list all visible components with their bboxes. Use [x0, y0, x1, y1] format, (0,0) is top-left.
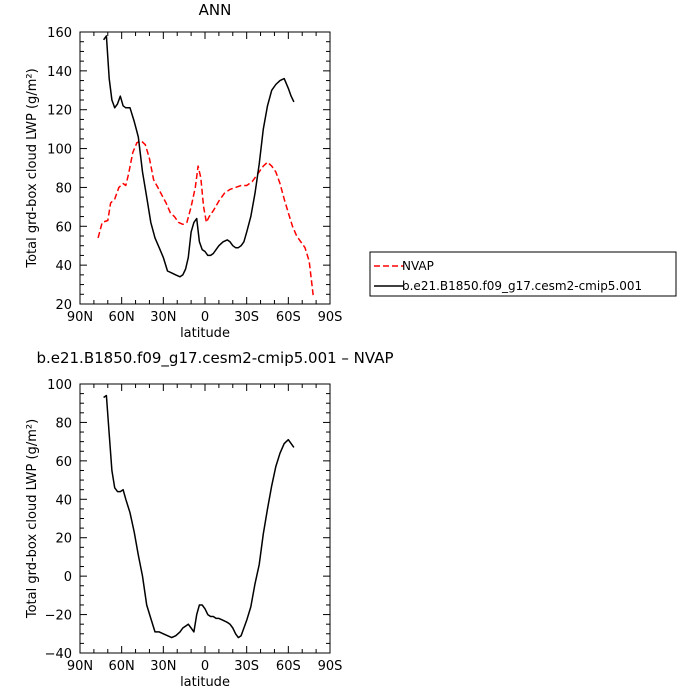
x-tick-label: 60S [276, 310, 301, 325]
y-tick-label: 0 [64, 570, 72, 585]
chart-panel-1: ANN 90N 60N 30N 0 30S 60S 90S latitude 20 40 60 80 10… [25, 1, 677, 341]
x-tick-label: 60N [109, 659, 135, 674]
x-tick-label: 30N [150, 310, 176, 325]
series-line-b-e21-b1850-f09-g17-cesm2-cmip5-001 [102, 35, 295, 278]
y-tick-label: 100 [47, 143, 72, 158]
chart-title: b.e21.B1850.f09_g17.cesm2-cmip5.001 – NV… [36, 349, 393, 368]
x-tick-label: 90N [67, 659, 93, 674]
y-tick-label: 20 [55, 532, 72, 547]
plot-area [103, 394, 295, 639]
y-tick-label: 40 [55, 493, 72, 508]
x-tick-label: 30N [150, 659, 176, 674]
y-tick-label: 140 [47, 65, 72, 80]
y-tick-label: 20 [55, 298, 72, 313]
x-tick-label: 90S [318, 659, 343, 674]
y-axis: −40 −20 0 20 40 60 80 100 Total grd-box cloud LW… [25, 378, 330, 662]
x-axis-title: latitude [180, 675, 230, 690]
y-axis: 20 40 60 80 100 120 140 160 Total grd-box cloud … [25, 26, 330, 313]
x-tick-label: 0 [201, 310, 209, 325]
y-axis-title: Total grd-box cloud LWP (g/m²) [25, 68, 40, 268]
y-tick-label: 40 [55, 259, 72, 274]
legend-label: NVAP [402, 259, 434, 273]
plot-frame [79, 383, 331, 654]
chart-panel-2: b.e21.B1850.f09_g17.cesm2-cmip5.001 – NV… [25, 349, 394, 690]
y-axis-title: Total grd-box cloud LWP (g/m²) [25, 419, 40, 619]
x-axis: 90N 60N 30N 0 30S 60S 90S latitude [67, 32, 343, 341]
x-tick-label: 90N [67, 310, 93, 325]
legend: NVAP b.e21.B1850.f09_g17.cesm2-cmip5.001 [369, 251, 677, 297]
y-tick-label: 80 [55, 416, 72, 431]
x-tick-label: 90S [318, 310, 343, 325]
x-tick-label: 30S [234, 310, 259, 325]
y-tick-label: −20 [45, 609, 72, 624]
series-line-nvap [97, 140, 315, 297]
y-tick-label: 60 [55, 455, 72, 470]
plot-area [97, 35, 315, 297]
x-tick-label: 60S [276, 659, 301, 674]
y-tick-label: 80 [55, 181, 72, 196]
series-line-difference [103, 394, 295, 639]
x-tick-label: 0 [201, 659, 209, 674]
y-tick-label: 120 [47, 104, 72, 119]
y-tick-label: −40 [45, 647, 72, 662]
y-tick-label: 160 [47, 26, 72, 41]
x-tick-label: 60N [109, 310, 135, 325]
x-axis-title: latitude [180, 326, 230, 341]
x-axis: 90N 60N 30N 0 30S 60S 90S latitude [67, 384, 343, 690]
y-tick-label: 100 [47, 378, 72, 393]
x-tick-label: 30S [234, 659, 259, 674]
y-tick-label: 60 [55, 220, 72, 235]
plot-frame [79, 31, 331, 305]
legend-box [369, 251, 677, 297]
legend-label: b.e21.B1850.f09_g17.cesm2-cmip5.001 [402, 279, 642, 293]
chart-title: ANN [199, 1, 232, 19]
